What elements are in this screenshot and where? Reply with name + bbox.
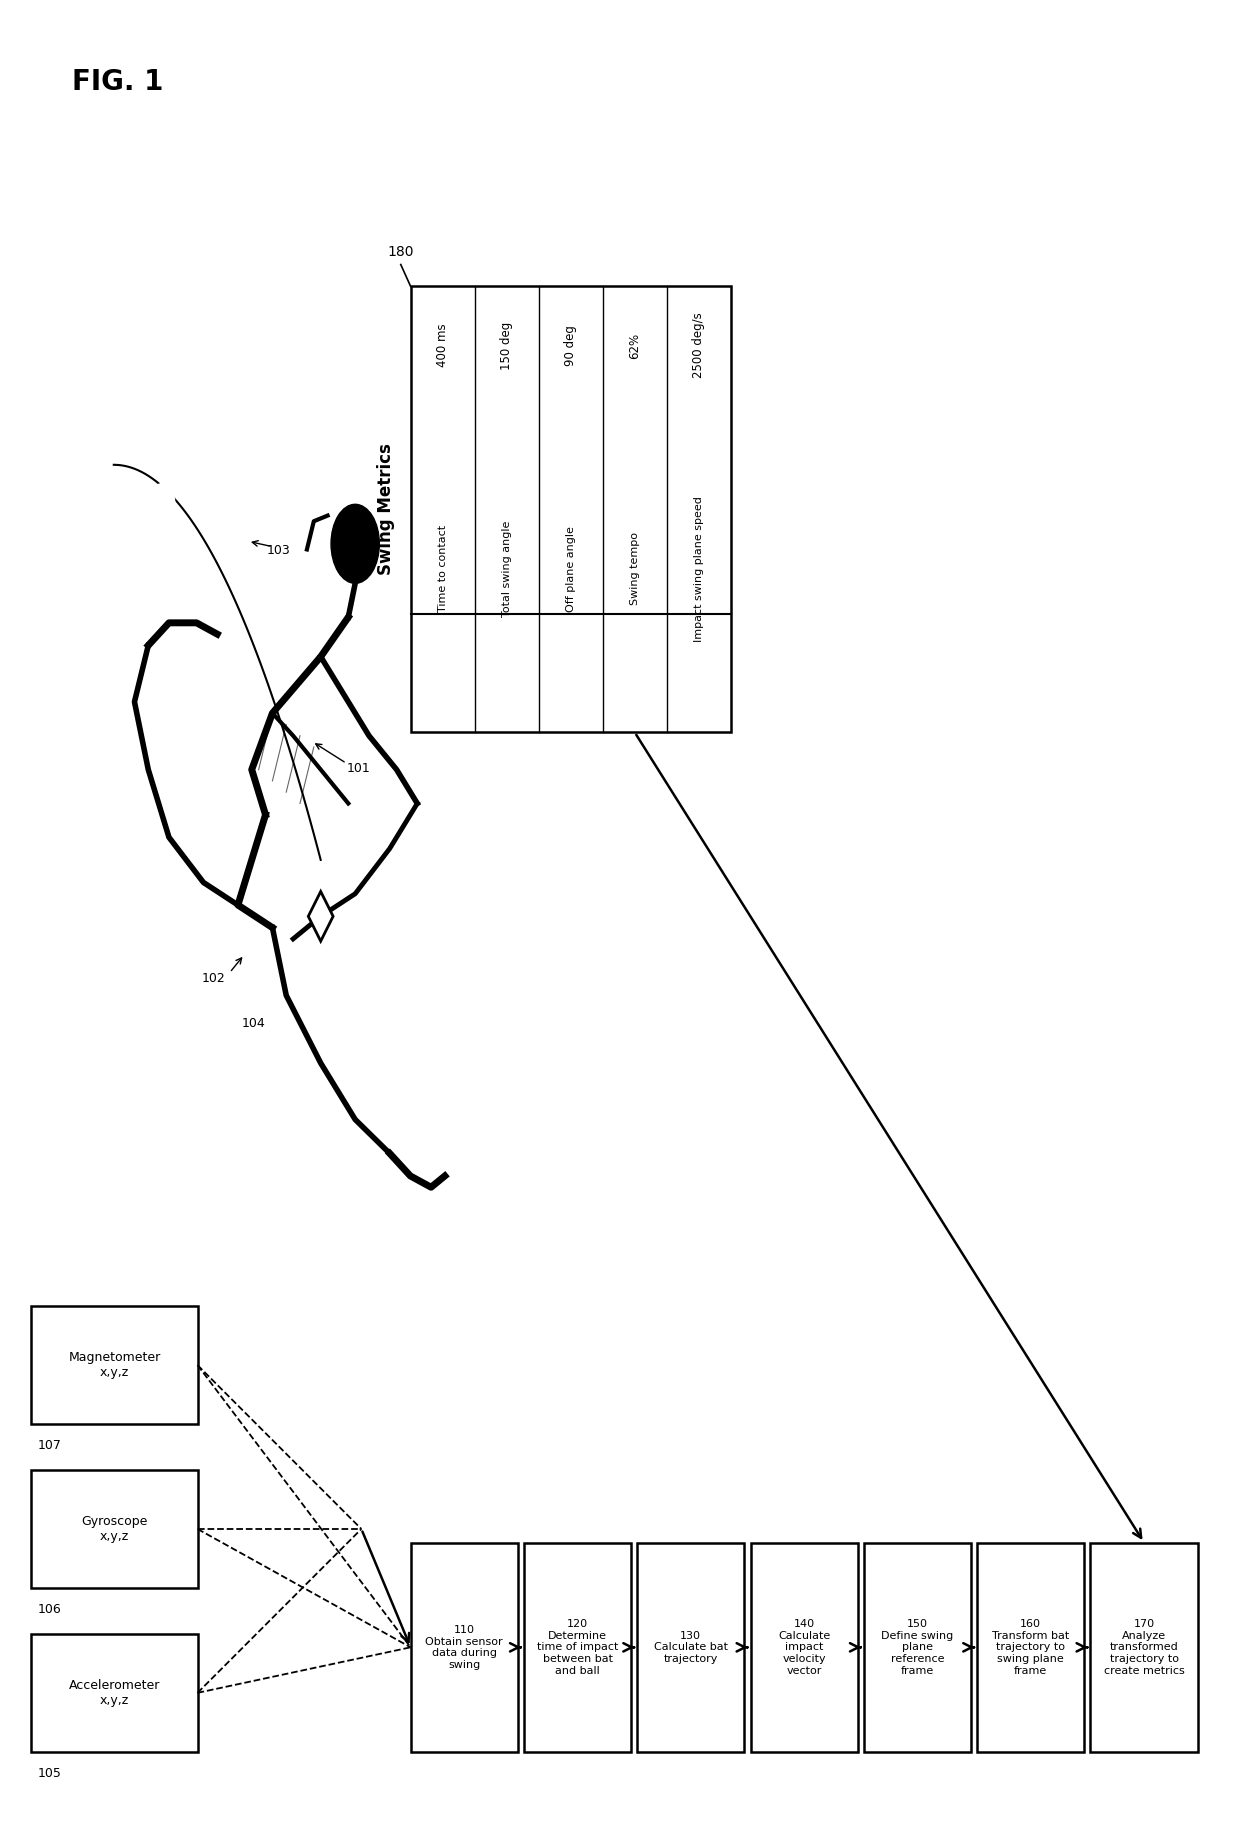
Text: 150 deg: 150 deg bbox=[500, 322, 513, 369]
FancyBboxPatch shape bbox=[864, 1542, 971, 1752]
FancyBboxPatch shape bbox=[1090, 1542, 1198, 1752]
FancyBboxPatch shape bbox=[31, 1633, 197, 1752]
FancyBboxPatch shape bbox=[525, 1542, 631, 1752]
Text: 150
Define swing
plane
reference
frame: 150 Define swing plane reference frame bbox=[882, 1619, 954, 1675]
Text: 62%: 62% bbox=[629, 333, 641, 358]
Text: 106: 106 bbox=[37, 1602, 61, 1615]
FancyBboxPatch shape bbox=[637, 1542, 744, 1752]
FancyBboxPatch shape bbox=[31, 1306, 197, 1425]
Text: 180: 180 bbox=[388, 245, 414, 260]
Text: 400 ms: 400 ms bbox=[436, 324, 449, 368]
FancyBboxPatch shape bbox=[31, 1471, 197, 1588]
FancyBboxPatch shape bbox=[750, 1542, 858, 1752]
Text: 130
Calculate bat
trajectory: 130 Calculate bat trajectory bbox=[653, 1631, 728, 1664]
Text: Impact swing plane speed: Impact swing plane speed bbox=[694, 496, 704, 642]
Text: Total swing angle: Total swing angle bbox=[502, 521, 512, 616]
Text: FIG. 1: FIG. 1 bbox=[72, 68, 164, 95]
Text: 140
Calculate
impact
velocity
vector: 140 Calculate impact velocity vector bbox=[777, 1619, 831, 1675]
Text: 105: 105 bbox=[37, 1767, 61, 1780]
Text: 2500 deg/s: 2500 deg/s bbox=[692, 313, 706, 379]
Text: Magnetometer
x,y,z: Magnetometer x,y,z bbox=[68, 1352, 160, 1379]
FancyBboxPatch shape bbox=[410, 287, 730, 732]
FancyBboxPatch shape bbox=[410, 1542, 518, 1752]
Text: 102: 102 bbox=[201, 971, 224, 984]
Text: Swing tempo: Swing tempo bbox=[630, 532, 640, 605]
Text: 107: 107 bbox=[37, 1439, 61, 1452]
Text: Gyroscope
x,y,z: Gyroscope x,y,z bbox=[81, 1514, 148, 1544]
Text: 103: 103 bbox=[267, 543, 290, 556]
Text: 160
Transform bat
trajectory to
swing plane
frame: 160 Transform bat trajectory to swing pl… bbox=[992, 1619, 1069, 1675]
Text: 110
Obtain sensor
data during
swing: 110 Obtain sensor data during swing bbox=[425, 1624, 503, 1670]
Text: Off plane angle: Off plane angle bbox=[565, 525, 575, 611]
Text: Accelerometer
x,y,z: Accelerometer x,y,z bbox=[68, 1679, 160, 1706]
Text: 120
Determine
time of impact
between bat
and ball: 120 Determine time of impact between bat… bbox=[537, 1619, 619, 1675]
Text: 170
Analyze
transformed
trajectory to
create metrics: 170 Analyze transformed trajectory to cr… bbox=[1104, 1619, 1184, 1675]
Text: Swing Metrics: Swing Metrics bbox=[377, 443, 396, 576]
Text: Time to contact: Time to contact bbox=[438, 525, 448, 613]
Text: 101: 101 bbox=[346, 763, 371, 775]
Text: 104: 104 bbox=[242, 1017, 265, 1030]
Text: 90 deg: 90 deg bbox=[564, 326, 578, 366]
FancyBboxPatch shape bbox=[977, 1542, 1084, 1752]
